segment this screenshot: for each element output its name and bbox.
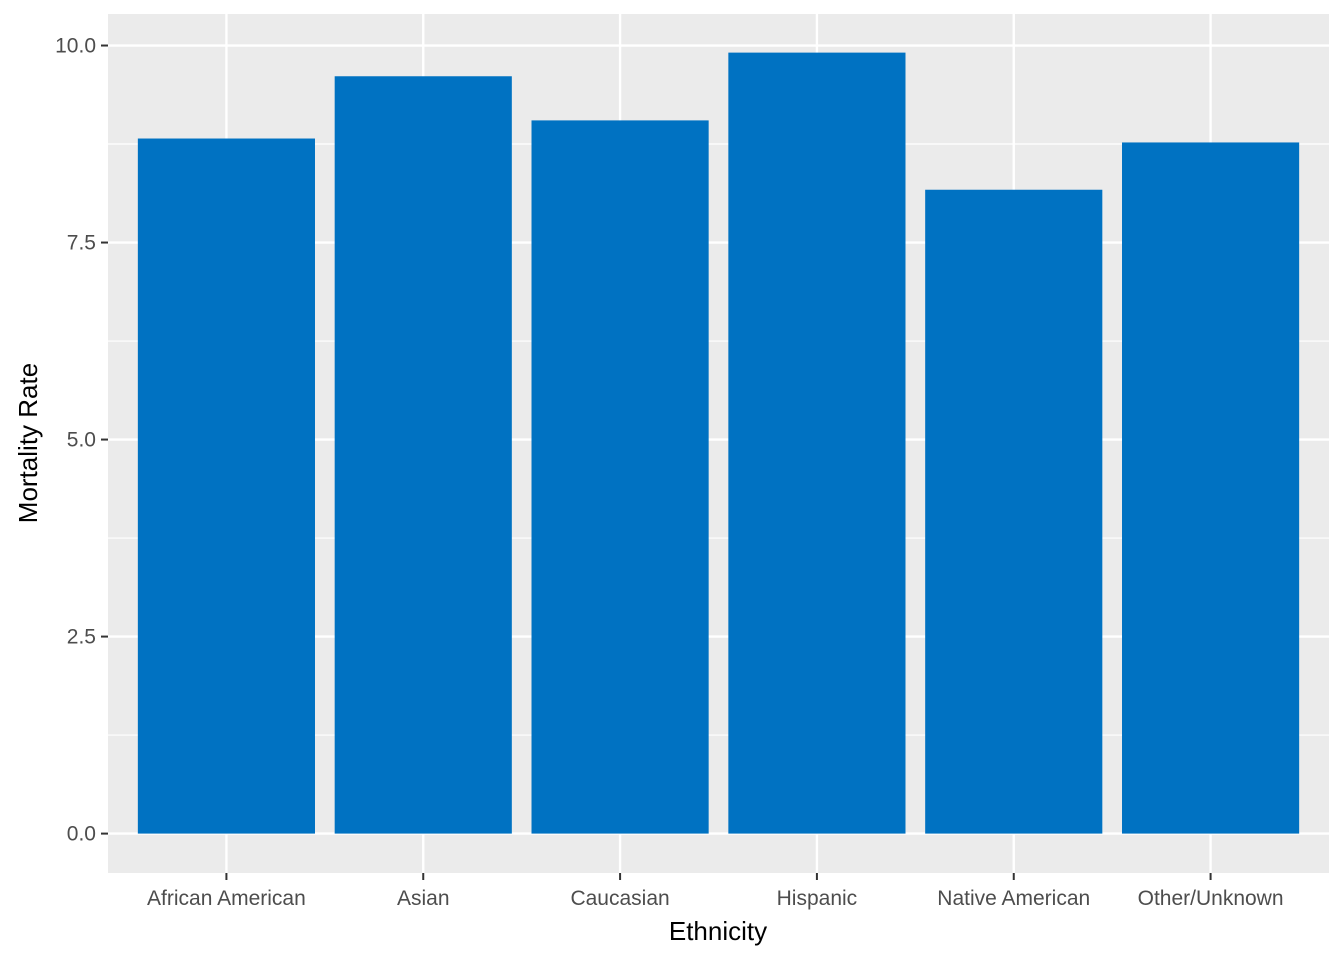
y-axis-title: Mortality Rate: [13, 363, 43, 523]
bar: [531, 120, 709, 834]
y-tick-label: 0.0: [67, 823, 96, 846]
x-tick-label: Caucasian: [570, 887, 669, 910]
bar: [334, 76, 512, 834]
x-axis-title: Ethnicity: [669, 916, 767, 946]
bar: [1122, 142, 1300, 834]
x-tick-label: Hispanic: [777, 887, 858, 910]
bars: [137, 52, 1300, 834]
y-tick-label: 2.5: [67, 626, 96, 649]
y-axis: 0.0 2.5 5.0 7.5 10.0: [55, 35, 108, 846]
x-tick-label: Asian: [397, 887, 450, 910]
bar: [728, 52, 906, 834]
x-tick-label: Native American: [937, 887, 1090, 910]
bar: [137, 138, 315, 834]
y-tick-label: 7.5: [67, 232, 96, 255]
x-axis: African American Asian Caucasian Hispanic Na…: [147, 873, 1284, 910]
y-tick-label: 10.0: [55, 35, 96, 58]
x-tick-label: Other/Unknown: [1138, 887, 1284, 910]
y-tick-label: 5.0: [67, 429, 96, 452]
x-tick-label: African American: [147, 887, 306, 910]
bar: [925, 189, 1103, 834]
